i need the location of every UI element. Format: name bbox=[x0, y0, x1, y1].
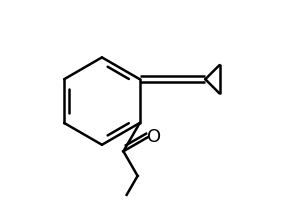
Text: O: O bbox=[147, 128, 161, 146]
